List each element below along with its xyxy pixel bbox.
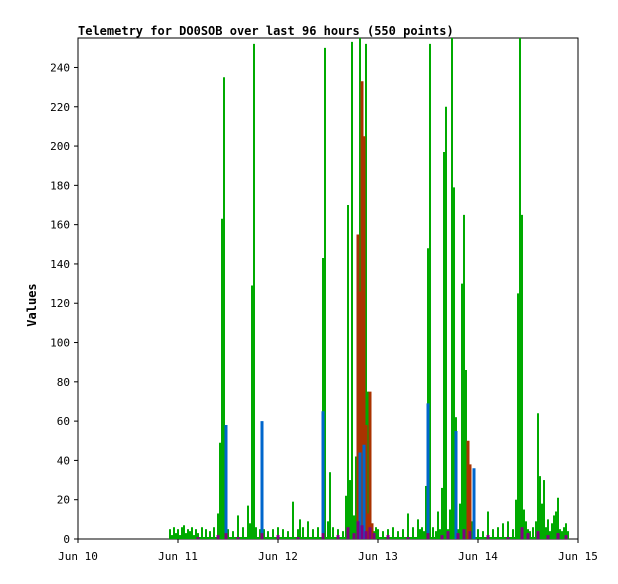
y-axis-label: Values [25, 283, 39, 327]
y-tick-label: 40 [57, 454, 70, 467]
x-tick-label: Jun 14 [458, 550, 498, 563]
y-tick-label: 120 [50, 297, 70, 310]
y-tick-label: 0 [63, 533, 70, 546]
plot-frame [77, 37, 579, 540]
y-tick-label: 160 [50, 219, 70, 232]
y-tick-label: 20 [57, 494, 70, 507]
x-tick-label: Jun 15 [558, 550, 598, 563]
x-tick-label: Jun 13 [358, 550, 398, 563]
y-tick-label: 100 [50, 337, 70, 350]
chart-title: Telemetry for DO0SOB over last 96 hours … [78, 24, 454, 38]
y-tick-label: 180 [50, 179, 70, 192]
y-tick-label: 140 [50, 258, 70, 271]
x-tick-label: Jun 10 [58, 550, 98, 563]
y-tick-label: 60 [57, 415, 70, 428]
y-tick-label: 240 [50, 61, 70, 74]
x-tick-label: Jun 11 [158, 550, 198, 563]
y-tick-label: 200 [50, 140, 70, 153]
y-tick-label: 220 [50, 101, 70, 114]
y-tick-label: 80 [57, 376, 70, 389]
x-tick-label: Jun 12 [258, 550, 298, 563]
